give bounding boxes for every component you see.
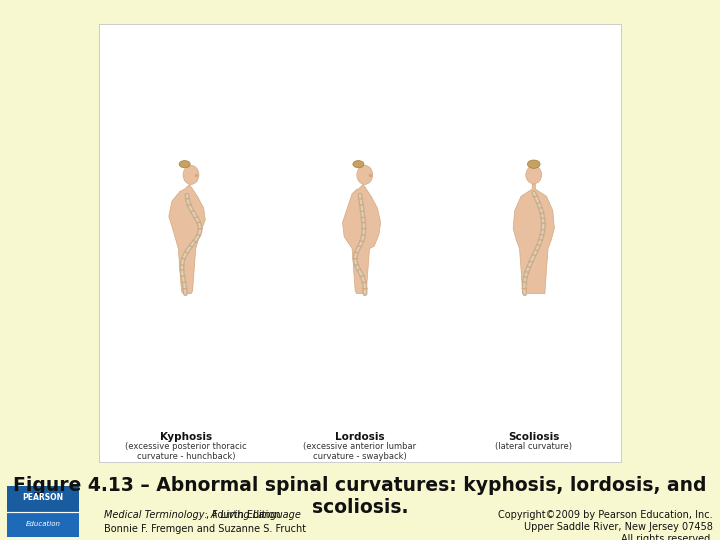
FancyBboxPatch shape [7, 486, 79, 512]
Text: Scoliosis: Scoliosis [508, 432, 559, 442]
Text: (lateral curvature): (lateral curvature) [495, 442, 572, 451]
Text: (excessive anterior lumbar
curvature - swayback): (excessive anterior lumbar curvature - s… [303, 442, 417, 461]
Ellipse shape [179, 160, 190, 168]
Text: (excessive posterior thoracic
curvature - hunchback): (excessive posterior thoracic curvature … [125, 442, 247, 461]
Polygon shape [343, 184, 381, 294]
Text: Bonnie F. Fremgen and Suzanne S. Frucht: Bonnie F. Fremgen and Suzanne S. Frucht [104, 524, 307, 534]
Text: PEARSON: PEARSON [22, 494, 64, 502]
Text: Copyright©2009 by Pearson Education, Inc.
Upper Saddle River, New Jersey 07458
A: Copyright©2009 by Pearson Education, Inc… [498, 510, 713, 540]
Ellipse shape [357, 165, 373, 184]
Text: , Fourth Edition: , Fourth Edition [206, 510, 280, 521]
Text: Medical Terminology: A Living Language: Medical Terminology: A Living Language [104, 510, 301, 521]
Polygon shape [513, 184, 554, 294]
FancyBboxPatch shape [99, 24, 621, 462]
Text: Figure 4.13 – Abnormal spinal curvatures: kyphosis, lordosis, and
scoliosis.: Figure 4.13 – Abnormal spinal curvatures… [13, 476, 707, 517]
FancyBboxPatch shape [7, 512, 79, 537]
Ellipse shape [528, 160, 540, 168]
Text: Kyphosis: Kyphosis [160, 432, 212, 442]
Ellipse shape [526, 166, 541, 184]
Text: Education: Education [26, 522, 60, 528]
Polygon shape [168, 184, 205, 294]
Text: Lordosis: Lordosis [336, 432, 384, 442]
Ellipse shape [353, 160, 364, 168]
Ellipse shape [183, 165, 199, 184]
